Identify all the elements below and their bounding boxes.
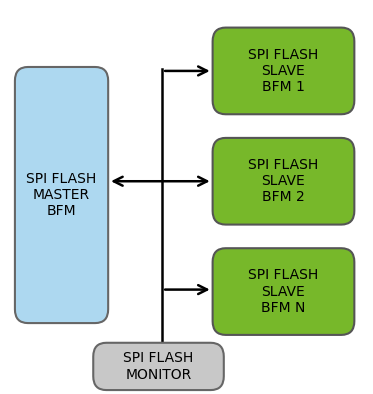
- FancyBboxPatch shape: [15, 67, 108, 323]
- FancyBboxPatch shape: [93, 343, 224, 390]
- Text: SPI FLASH
SLAVE
BFM 2: SPI FLASH SLAVE BFM 2: [248, 158, 319, 204]
- Text: SPI FLASH
SLAVE
BFM 1: SPI FLASH SLAVE BFM 1: [248, 48, 319, 94]
- Text: SPI FLASH
SLAVE
BFM N: SPI FLASH SLAVE BFM N: [248, 268, 319, 315]
- Text: SPI FLASH
MASTER
BFM: SPI FLASH MASTER BFM: [26, 172, 97, 218]
- FancyBboxPatch shape: [213, 248, 354, 335]
- FancyBboxPatch shape: [213, 138, 354, 225]
- FancyBboxPatch shape: [213, 28, 354, 114]
- Text: SPI FLASH
MONITOR: SPI FLASH MONITOR: [123, 351, 194, 381]
